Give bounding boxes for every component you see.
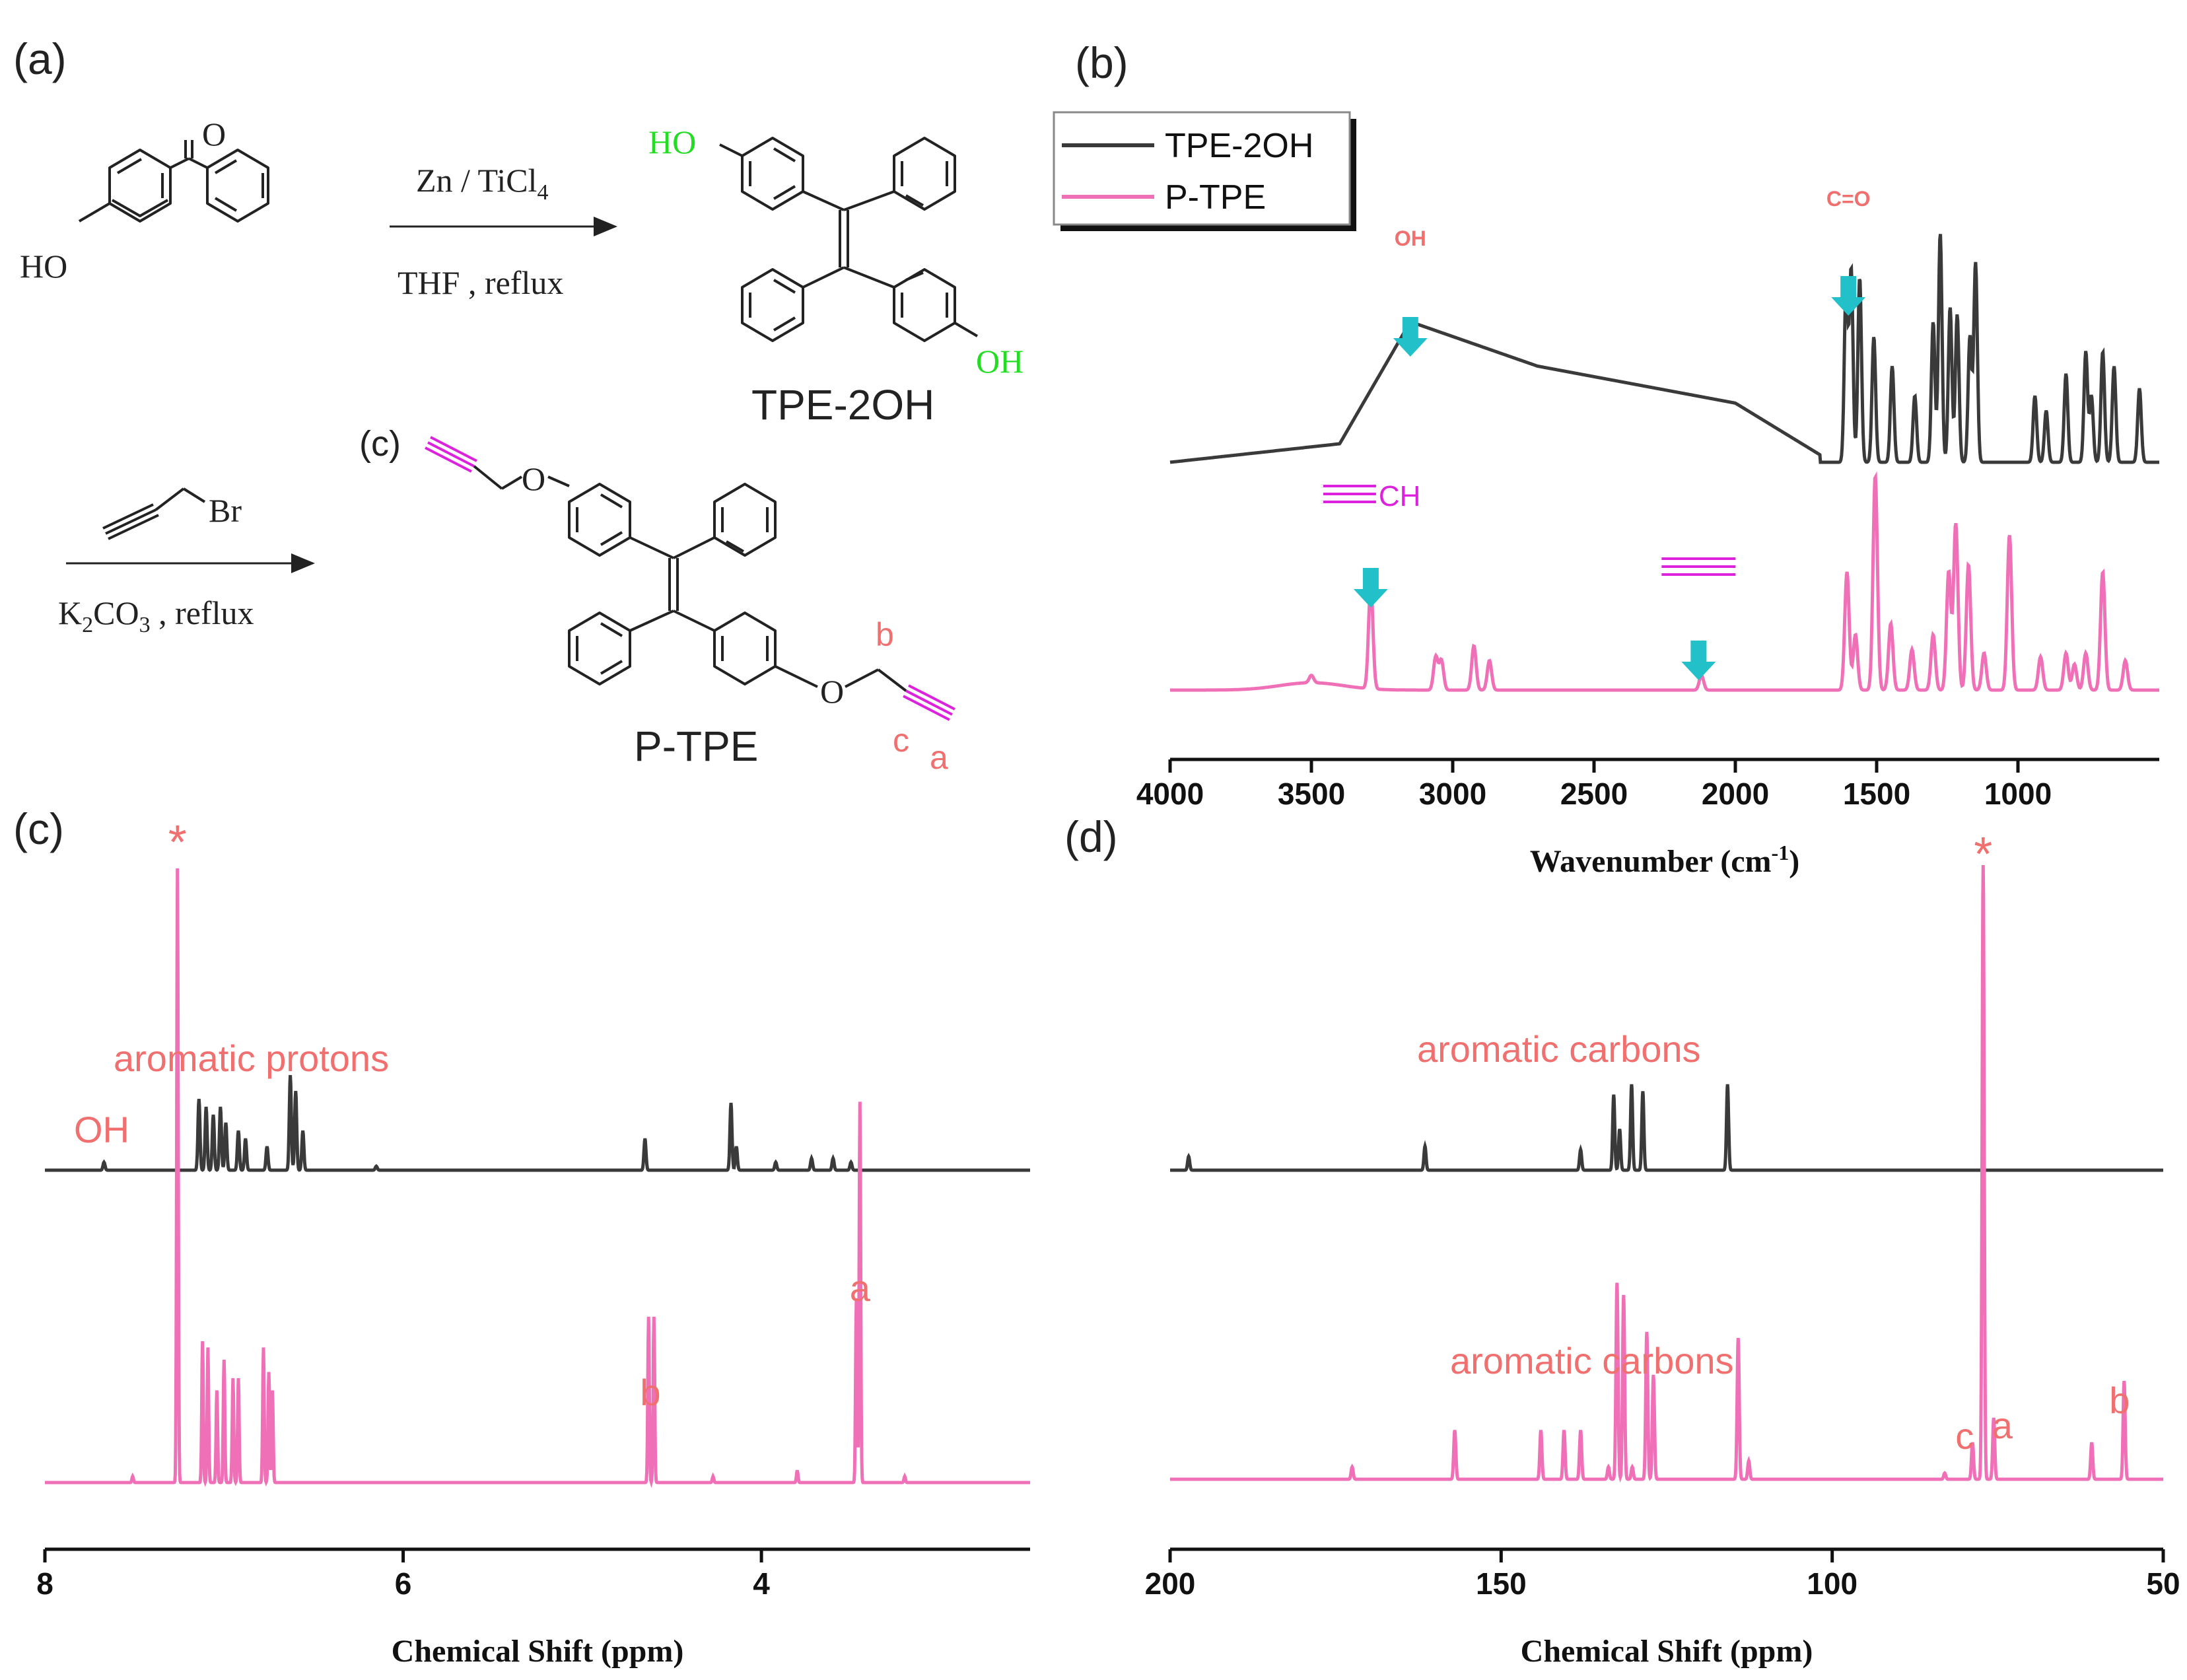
tick-label: 4 [753,1566,770,1601]
annotation-c: c [1955,1415,1974,1457]
tick-label: 1500 [1843,777,1910,811]
molecule-hydroxybenzophenone [78,140,269,223]
ho-label-left: HO [20,248,67,285]
legend-label-tpe-2oh: TPE-2OH [1165,127,1313,165]
tick-label: 100 [1807,1566,1857,1601]
tick-label: 3000 [1419,777,1486,811]
annotation-b: b [2109,1380,2130,1421]
proton-label-a: a [930,739,948,776]
tick-label: 2000 [1702,777,1769,811]
annotation-oh: OH [74,1109,129,1150]
annotation-aromatic-protons: aromatic protons [114,1037,389,1079]
reagent-k2co3-reflux: K2CO3 , reflux [58,594,254,637]
annotation-a: a [1992,1405,2013,1446]
annotation-a: a [850,1267,871,1309]
tick-label: 2500 [1560,777,1628,811]
ftir-ticks: 4000 3500 3000 2500 2000 1500 1000 [1136,759,2052,811]
c-nmr-series-p-tpe [1170,864,2163,1483]
annotation-aromatic-carbons-bottom: aromatic carbons [1450,1340,1734,1382]
c-nmr-series-tpe-2oh [1170,1084,2163,1172]
reaction-scheme [66,137,979,721]
annotation-oh: OH [1395,227,1426,250]
molecule-tpe-2oh [719,137,979,342]
annotation-ch: CH [1379,480,1421,512]
annotation-arrow-icon [1681,641,1716,680]
h-nmr-annotations: * aromatic protons OH b a [74,816,871,1413]
legend-label-p-tpe: P-TPE [1165,178,1266,217]
h-nmr-x-axis-label: Chemical Shift (ppm) [392,1634,684,1669]
tick-label: 1000 [1984,777,2052,811]
solvent-asterisk: * [168,816,187,869]
c-nmr-ticks: 200 150 100 50 [1145,1549,2180,1601]
product-label-p-tpe: P-TPE [634,722,758,770]
annotation-b: b [640,1372,660,1413]
ftir-annotations: OH C=O CH [1323,187,1871,680]
solvent-asterisk: * [1974,828,1992,881]
ho-label-green: HO [648,123,696,160]
annotation-arrow-icon [1353,568,1388,608]
annotation-arrow-icon [1393,317,1428,357]
tick-label: 3500 [1278,777,1345,811]
annotation-aromatic-carbons-top: aromatic carbons [1417,1028,1701,1070]
molecule-p-tpe [425,436,955,721]
proton-label-b: b [876,616,894,653]
panel-label-b: (b) [1075,38,1128,87]
scheme-text: HO O Zn / TiCl4 THF , reflux HO OH TPE-2… [20,116,1024,776]
panel-label-a: (a) [13,34,67,83]
c-nmr-x-axis-label: Chemical Shift (ppm) [1521,1634,1813,1669]
tick-label: 200 [1145,1566,1196,1601]
ftir-x-axis-label: Wavenumber (cm-1) [1530,841,1799,879]
tick-label: 8 [36,1566,53,1601]
annotation-arrow-icon [1831,276,1866,316]
oh-label-green: OH [976,343,1024,380]
ftir-chart: 4000 3500 3000 2500 2000 1500 1000 Wavenumber … [1053,111,2159,879]
tick-label: 50 [2146,1566,2180,1601]
h-nmr-ticks: 8 6 4 [36,1549,770,1601]
ftir-series-p-tpe [1170,471,2159,692]
c-nmr-annotations: * aromatic carbons aromatic carbons c a b [1417,828,2130,1457]
ether-o-label-2: O [820,673,844,710]
h-nmr-chart: 8 6 4 Chemical Shift (ppm) * aromatic proto… [36,816,1030,1669]
panel-label-d: (d) [1064,812,1118,861]
reagent-zn-ticl4: Zn / TiCl4 [416,162,548,205]
proton-label-c: c [893,722,909,759]
ftir-series-tpe-2oh [1169,234,2159,464]
reagent-thf-reflux: THF , reflux [398,264,563,301]
annotation-c-o: C=O [1826,187,1871,211]
c-nmr-chart: 200 150 100 50 Chemical Shift (ppm) * aromat… [1145,828,2180,1669]
panel-label-c: (c) [13,804,64,853]
legend-box [1053,111,1351,226]
tick-label: 4000 [1136,777,1204,811]
product-label-tpe-2oh: TPE-2OH [751,381,934,429]
molecule-propargyl-bromide [102,487,206,540]
ether-o-label-1: O [522,460,545,497]
h-nmr-series-tpe-2oh [45,1074,1030,1172]
ftir-legend: TPE-2OH P-TPE [1053,111,1356,231]
br-label: Br [209,492,242,529]
carbonyl-o-label: O [202,116,226,153]
tick-label: 6 [395,1566,412,1601]
panel-label-c-inline: (c) [359,424,401,464]
h-nmr-series-p-tpe [45,868,1030,1488]
tick-label: 150 [1476,1566,1527,1601]
